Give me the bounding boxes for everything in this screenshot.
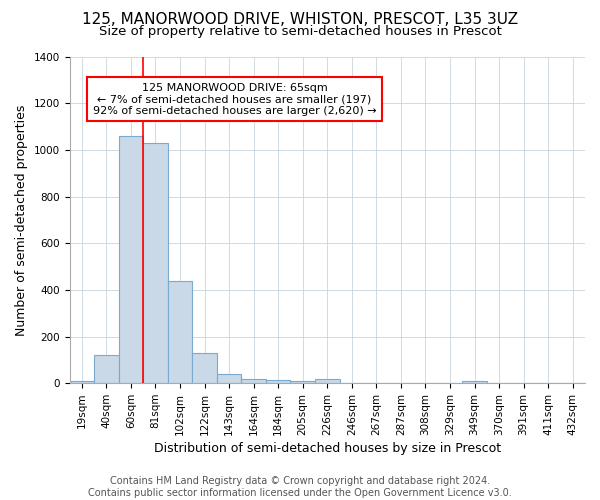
Bar [462,381,487,383]
Text: Size of property relative to semi-detached houses in Prescot: Size of property relative to semi-detach… [98,25,502,38]
Bar [192,353,217,383]
Bar [315,378,340,383]
Text: 125 MANORWOOD DRIVE: 65sqm
← 7% of semi-detached houses are smaller (197)
92% of: 125 MANORWOOD DRIVE: 65sqm ← 7% of semi-… [92,82,376,116]
Bar [119,136,143,383]
Bar [266,380,290,383]
Bar [241,378,266,383]
Bar [217,374,241,383]
Bar [94,355,119,383]
Bar [143,143,168,383]
Text: Contains HM Land Registry data © Crown copyright and database right 2024.
Contai: Contains HM Land Registry data © Crown c… [88,476,512,498]
Bar [290,381,315,383]
Text: 125, MANORWOOD DRIVE, WHISTON, PRESCOT, L35 3UZ: 125, MANORWOOD DRIVE, WHISTON, PRESCOT, … [82,12,518,28]
Bar [70,381,94,383]
X-axis label: Distribution of semi-detached houses by size in Prescot: Distribution of semi-detached houses by … [154,442,501,455]
Y-axis label: Number of semi-detached properties: Number of semi-detached properties [15,104,28,336]
Bar [168,280,192,383]
